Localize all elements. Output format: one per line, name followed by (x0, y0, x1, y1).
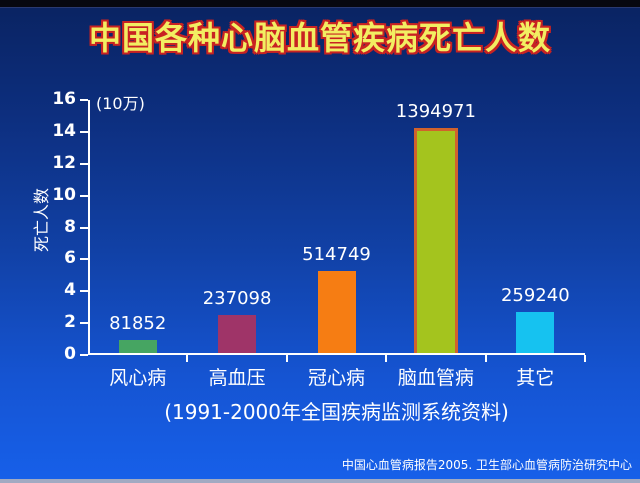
y-tick-label: 6 (64, 248, 76, 269)
x-tick-label: 高血压 (208, 367, 266, 389)
bar-value-label: 259240 (500, 285, 570, 306)
y-tick-label: 14 (52, 120, 76, 141)
y-tick-label: 12 (52, 152, 76, 173)
y-axis-tick (80, 258, 88, 261)
plot-area: (10万) 0 2 4 6 8 10 12 14 16 81852 风心病 237098 高血压 5147… (52, 89, 586, 389)
y-tick-label: 0 (64, 344, 76, 364)
bar-风心病 (118, 340, 157, 353)
bar-冠心病 (317, 271, 356, 353)
top-strip (0, 0, 640, 8)
x-axis-tick (285, 355, 288, 362)
y-axis-tick (80, 99, 88, 101)
x-axis-line (88, 353, 585, 355)
axis-unit-label: (10万) (96, 94, 145, 113)
bar-其它 (516, 312, 555, 353)
y-axis-tick (80, 226, 88, 229)
x-axis-tick (186, 355, 189, 362)
bottom-strip (0, 479, 640, 483)
bar-value-label: 1394971 (395, 101, 476, 122)
y-axis-tick (80, 130, 88, 133)
y-axis-tick (80, 194, 88, 197)
y-axis-tick (80, 162, 88, 165)
bar-value-label: 81852 (109, 313, 167, 334)
bar-value-label: 514749 (302, 244, 371, 265)
x-tick-label: 其它 (516, 367, 555, 389)
bar-脑血管病 (413, 128, 458, 353)
y-axis-line (88, 100, 90, 355)
y-tick-label: 4 (64, 280, 76, 301)
y-tick-label: 10 (52, 184, 76, 205)
x-tick-label: 脑血管病 (397, 367, 474, 389)
y-tick-label: 2 (64, 312, 76, 333)
bar-高血压 (218, 315, 257, 353)
x-tick-label: 风心病 (109, 367, 167, 389)
x-tick-label: 冠心病 (307, 367, 365, 389)
chart-title: 中国各种心脑血管疾病死亡人数 (88, 19, 551, 57)
y-axis-tick (80, 322, 88, 325)
x-axis-tick (584, 355, 586, 362)
x-axis-tick (385, 355, 388, 362)
x-axis-tick (484, 355, 487, 362)
y-tick-label: 16 (52, 89, 76, 109)
chart-caption: (1991-2000年全国疾病监测系统资料) (164, 400, 509, 424)
credit-line: 中国心血管病报告2005. 卫生部心血管病防治研究中心 (341, 458, 632, 472)
y-axis-tick (80, 290, 88, 293)
y-axis-tick (80, 354, 88, 356)
bar-value-label: 237098 (202, 288, 272, 309)
y-tick-label: 8 (64, 216, 76, 237)
